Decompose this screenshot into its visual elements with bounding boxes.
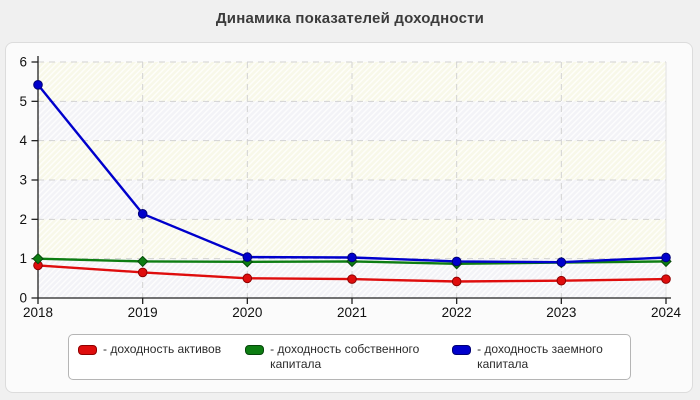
legend-swatch-return-on-equity (245, 345, 265, 355)
y-tick-label-3: 3 (19, 173, 27, 188)
marker-return-on-assets-2019 (137, 267, 148, 278)
marker-return-on-debt-2020 (242, 252, 253, 262)
legend-label-return-on-equity: - доходность собственного капитала (270, 342, 420, 371)
x-tick-label-2020: 2020 (232, 305, 262, 320)
marker-return-on-assets-2020 (242, 273, 253, 284)
legend-item-return-on-debt: - доходность заемного капитала (452, 342, 615, 371)
x-tick-label-2018: 2018 (23, 305, 53, 320)
x-tick-label-2022: 2022 (442, 305, 472, 320)
marker-return-on-equity-2018 (32, 252, 44, 265)
chart-title: Динамика показателей доходности (215, 10, 485, 27)
marker-return-on-equity-2019 (136, 255, 149, 268)
marker-return-on-debt-2022 (451, 256, 462, 267)
marker-return-on-debt-2019 (137, 209, 148, 219)
marker-return-on-debt-2021 (347, 252, 357, 263)
x-tick-label-2023: 2023 (546, 305, 576, 320)
y-tick-label-5: 5 (19, 94, 27, 109)
marker-return-on-assets-2021 (347, 274, 357, 284)
legend-label-return-on-debt: - доходность заемного капитала (477, 342, 603, 371)
marker-return-on-debt-2024 (661, 252, 671, 263)
x-tick-label-2019: 2019 (128, 305, 158, 320)
marker-return-on-debt-2018 (33, 80, 43, 90)
legend-swatch-return-on-assets (78, 345, 97, 355)
y-tick-label-0: 0 (19, 291, 27, 306)
legend-label-return-on-assets: - доходность активов (103, 342, 222, 356)
x-tick-label-2021: 2021 (337, 305, 367, 320)
x-tick-label-2024: 2024 (651, 305, 682, 320)
legend-swatch-return-on-debt (452, 345, 472, 355)
y-tick-label-4: 4 (19, 133, 27, 148)
y-tick-label-6: 6 (19, 55, 27, 70)
legend: - доходность активов - доходность собстве… (68, 334, 631, 380)
y-tick-label-1: 1 (19, 251, 27, 266)
legend-item-return-on-assets: - доходность активов (78, 342, 221, 357)
marker-return-on-assets-2024 (661, 274, 671, 284)
marker-return-on-assets-2022 (451, 276, 462, 287)
legend-item-return-on-equity: - доходность собственного капитала (245, 342, 428, 371)
marker-return-on-assets-2023 (556, 275, 567, 286)
marker-return-on-debt-2023 (556, 257, 567, 268)
y-tick-label-2: 2 (19, 212, 27, 227)
